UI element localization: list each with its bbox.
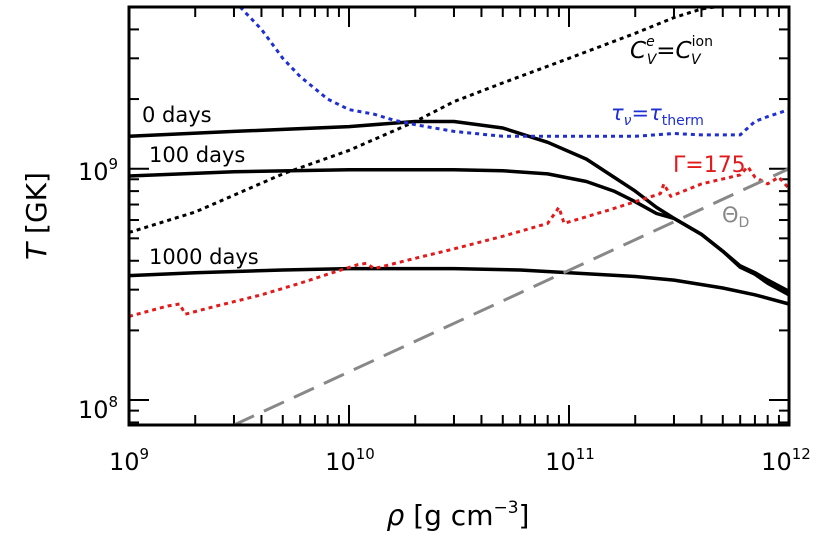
series-line-4 [239, 7, 789, 138]
x-tick-label-1e10: 1010 [325, 445, 375, 476]
series-line-3 [129, 7, 716, 234]
label-100-days: 100 days [149, 143, 245, 167]
tick-marks [128, 6, 790, 425]
series-line-6 [233, 167, 789, 425]
label-gamma: Γ=175 [673, 153, 746, 178]
series-line-5 [129, 165, 789, 318]
y-tick-label-1e9: 109 [78, 155, 118, 186]
label-tau-equality: τν=τtherm [611, 101, 704, 129]
x-tick-label-1e12: 1012 [761, 445, 811, 476]
y-tick-label-1e8: 108 [78, 393, 118, 424]
series-line-2 [129, 266, 789, 306]
x-axis-title: ρ [g cm−3] [387, 498, 530, 532]
y-axis-title: T [GK] [20, 172, 53, 260]
x-tick-label-1e9: 109 [109, 445, 149, 476]
label-theta-debye: ΘD [722, 203, 749, 231]
series-line-1 [129, 167, 789, 297]
label-cv-equality: Ce V=Cion V [630, 34, 713, 68]
label-1000-days: 1000 days [149, 245, 259, 269]
x-tick-label-1e11: 1011 [545, 445, 595, 476]
label-0-days: 0 days [142, 103, 212, 127]
series-layer [129, 7, 789, 425]
plot-frame [127, 5, 791, 427]
